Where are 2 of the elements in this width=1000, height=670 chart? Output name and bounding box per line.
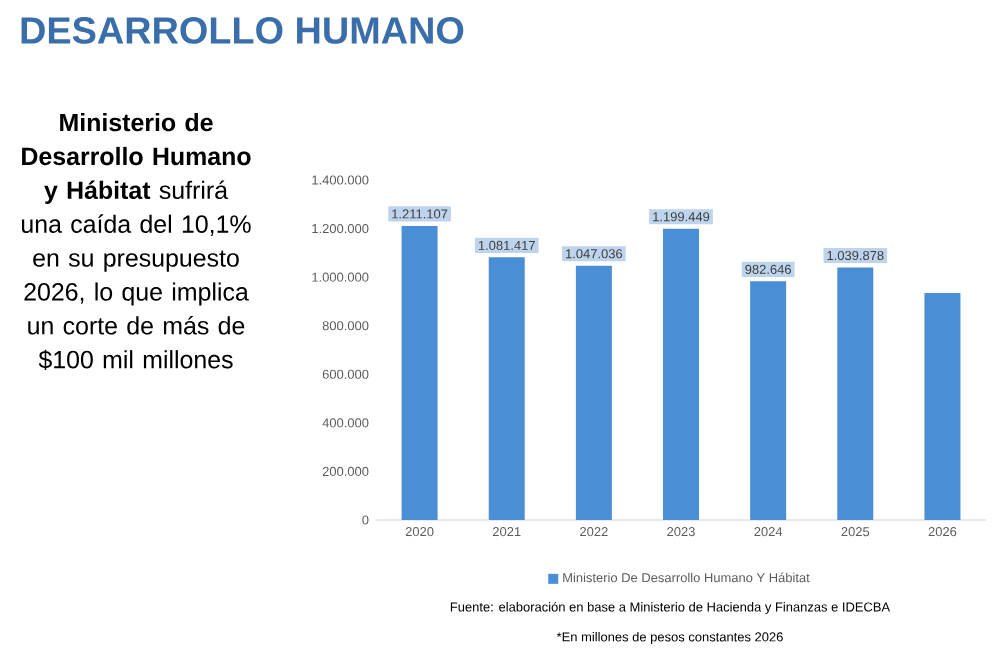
text: Ministerio de Desarrollo Humano y Hábitat sufrirá una caída del 10,1% en su presupuesto 2026, lo que implica un corte de más de $100 mil millones xyxy=(22,113,251,370)
chart-title: DESARROLLO HUMANO xyxy=(21,17,464,44)
